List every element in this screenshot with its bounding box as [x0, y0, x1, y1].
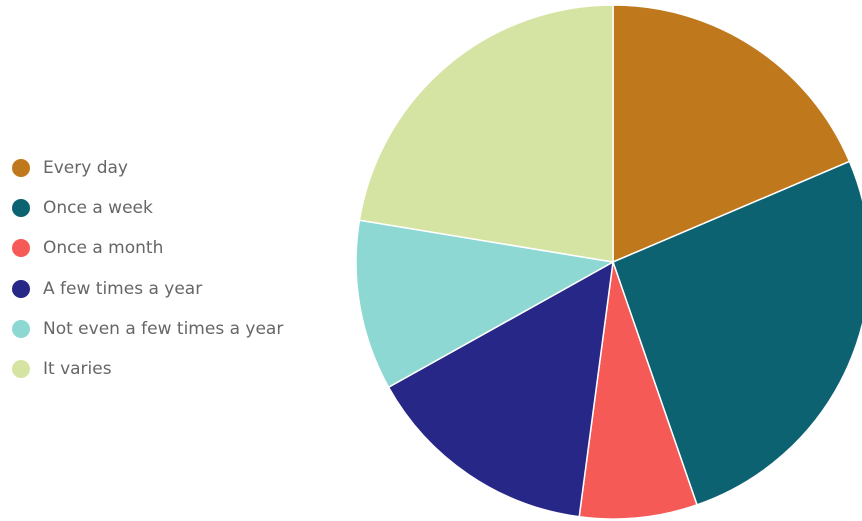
legend-item-every-day[interactable]: Every day [12, 148, 283, 188]
legend-label: A few times a year [43, 278, 203, 299]
legend-label: Once a week [43, 198, 153, 219]
legend-label: Once a month [43, 238, 164, 259]
pie-slice-it-varies[interactable] [358, 4, 614, 263]
pie-slice-every-day[interactable] [612, 4, 851, 264]
pie-slice-once-a-month[interactable] [578, 261, 698, 520]
legend-swatch [12, 360, 30, 379]
legend-item-once-a-week[interactable]: Once a week [12, 188, 283, 228]
legend-swatch [12, 319, 30, 338]
legend-item-once-a-month[interactable]: Once a month [12, 228, 283, 268]
pie-slice-once-a-week[interactable] [612, 160, 862, 506]
legend-swatch [12, 239, 30, 258]
legend-label: Not even a few times a year [43, 318, 284, 339]
pie-slice-a-few-times-a-year[interactable] [387, 260, 614, 518]
legend-swatch [12, 159, 30, 178]
legend-label: It varies [43, 359, 112, 380]
legend-label: Every day [43, 158, 128, 179]
legend-item-few-times-a-year[interactable]: A few times a year [12, 269, 283, 309]
legend-item-it-varies[interactable]: It varies [12, 349, 283, 389]
legend-item-not-even-few-times[interactable]: Not even a few times a year [12, 309, 283, 349]
pie-slice-not-even-a-few-times-a-year[interactable] [355, 219, 616, 389]
legend-swatch [12, 279, 30, 298]
legend-swatch [12, 199, 30, 218]
chart-legend: Every day Once a week Once a month A few… [12, 148, 283, 389]
